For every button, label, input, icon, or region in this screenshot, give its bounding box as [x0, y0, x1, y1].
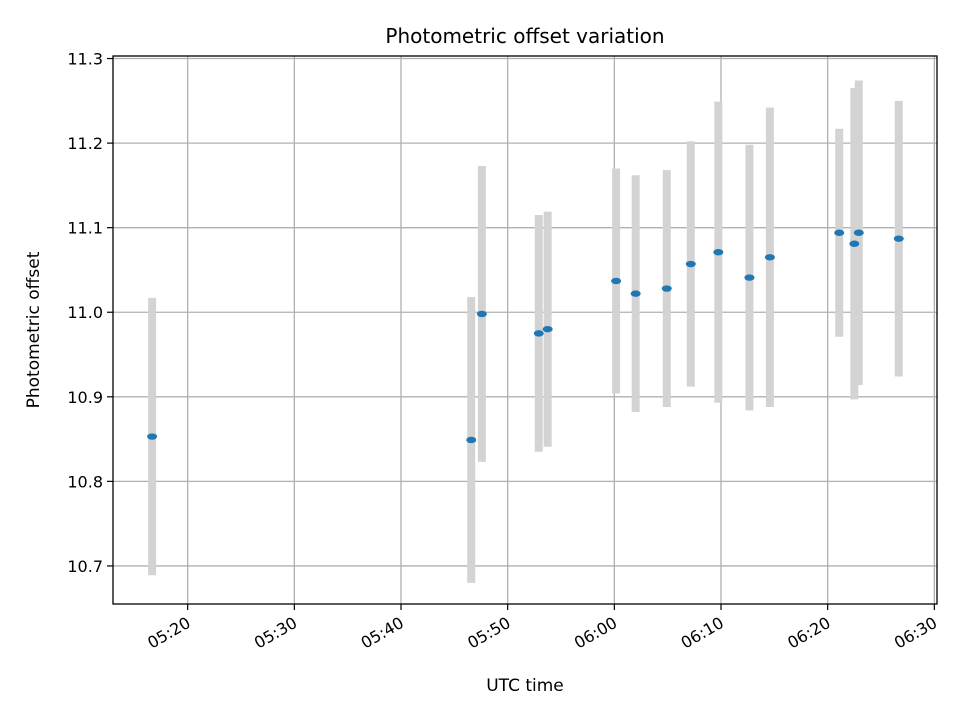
plot-area-frame [112, 55, 938, 605]
data-point [764, 254, 775, 261]
data-point [661, 285, 672, 292]
y-tick-label: 10.8 [67, 472, 103, 491]
data-point [542, 325, 553, 333]
data-point [466, 436, 477, 444]
data-point [849, 240, 860, 247]
y-tick-label: 11.2 [67, 134, 103, 153]
y-tick-label: 10.7 [67, 557, 103, 576]
data-point [533, 330, 544, 337]
data-point [630, 290, 641, 297]
data-point [476, 310, 487, 318]
data-point [611, 277, 622, 285]
y-tick-label: 11.1 [67, 219, 103, 238]
axis-ticks [107, 57, 935, 610]
data-points [147, 229, 904, 444]
y-axis-label: Photometric offset [24, 251, 44, 408]
data-point [147, 433, 158, 440]
data-point [893, 235, 904, 242]
data-point [744, 274, 755, 281]
data-point [713, 248, 724, 256]
x-axis-label: UTC time [486, 676, 564, 696]
data-point [853, 229, 864, 236]
data-point [685, 260, 696, 268]
y-tick-label: 11.0 [67, 303, 103, 322]
grid-lines [113, 56, 937, 604]
y-tick-label: 11.3 [67, 50, 103, 69]
chart-title: Photometric offset variation [385, 24, 664, 48]
data-point [834, 229, 845, 236]
y-tick-label: 10.9 [67, 388, 103, 407]
